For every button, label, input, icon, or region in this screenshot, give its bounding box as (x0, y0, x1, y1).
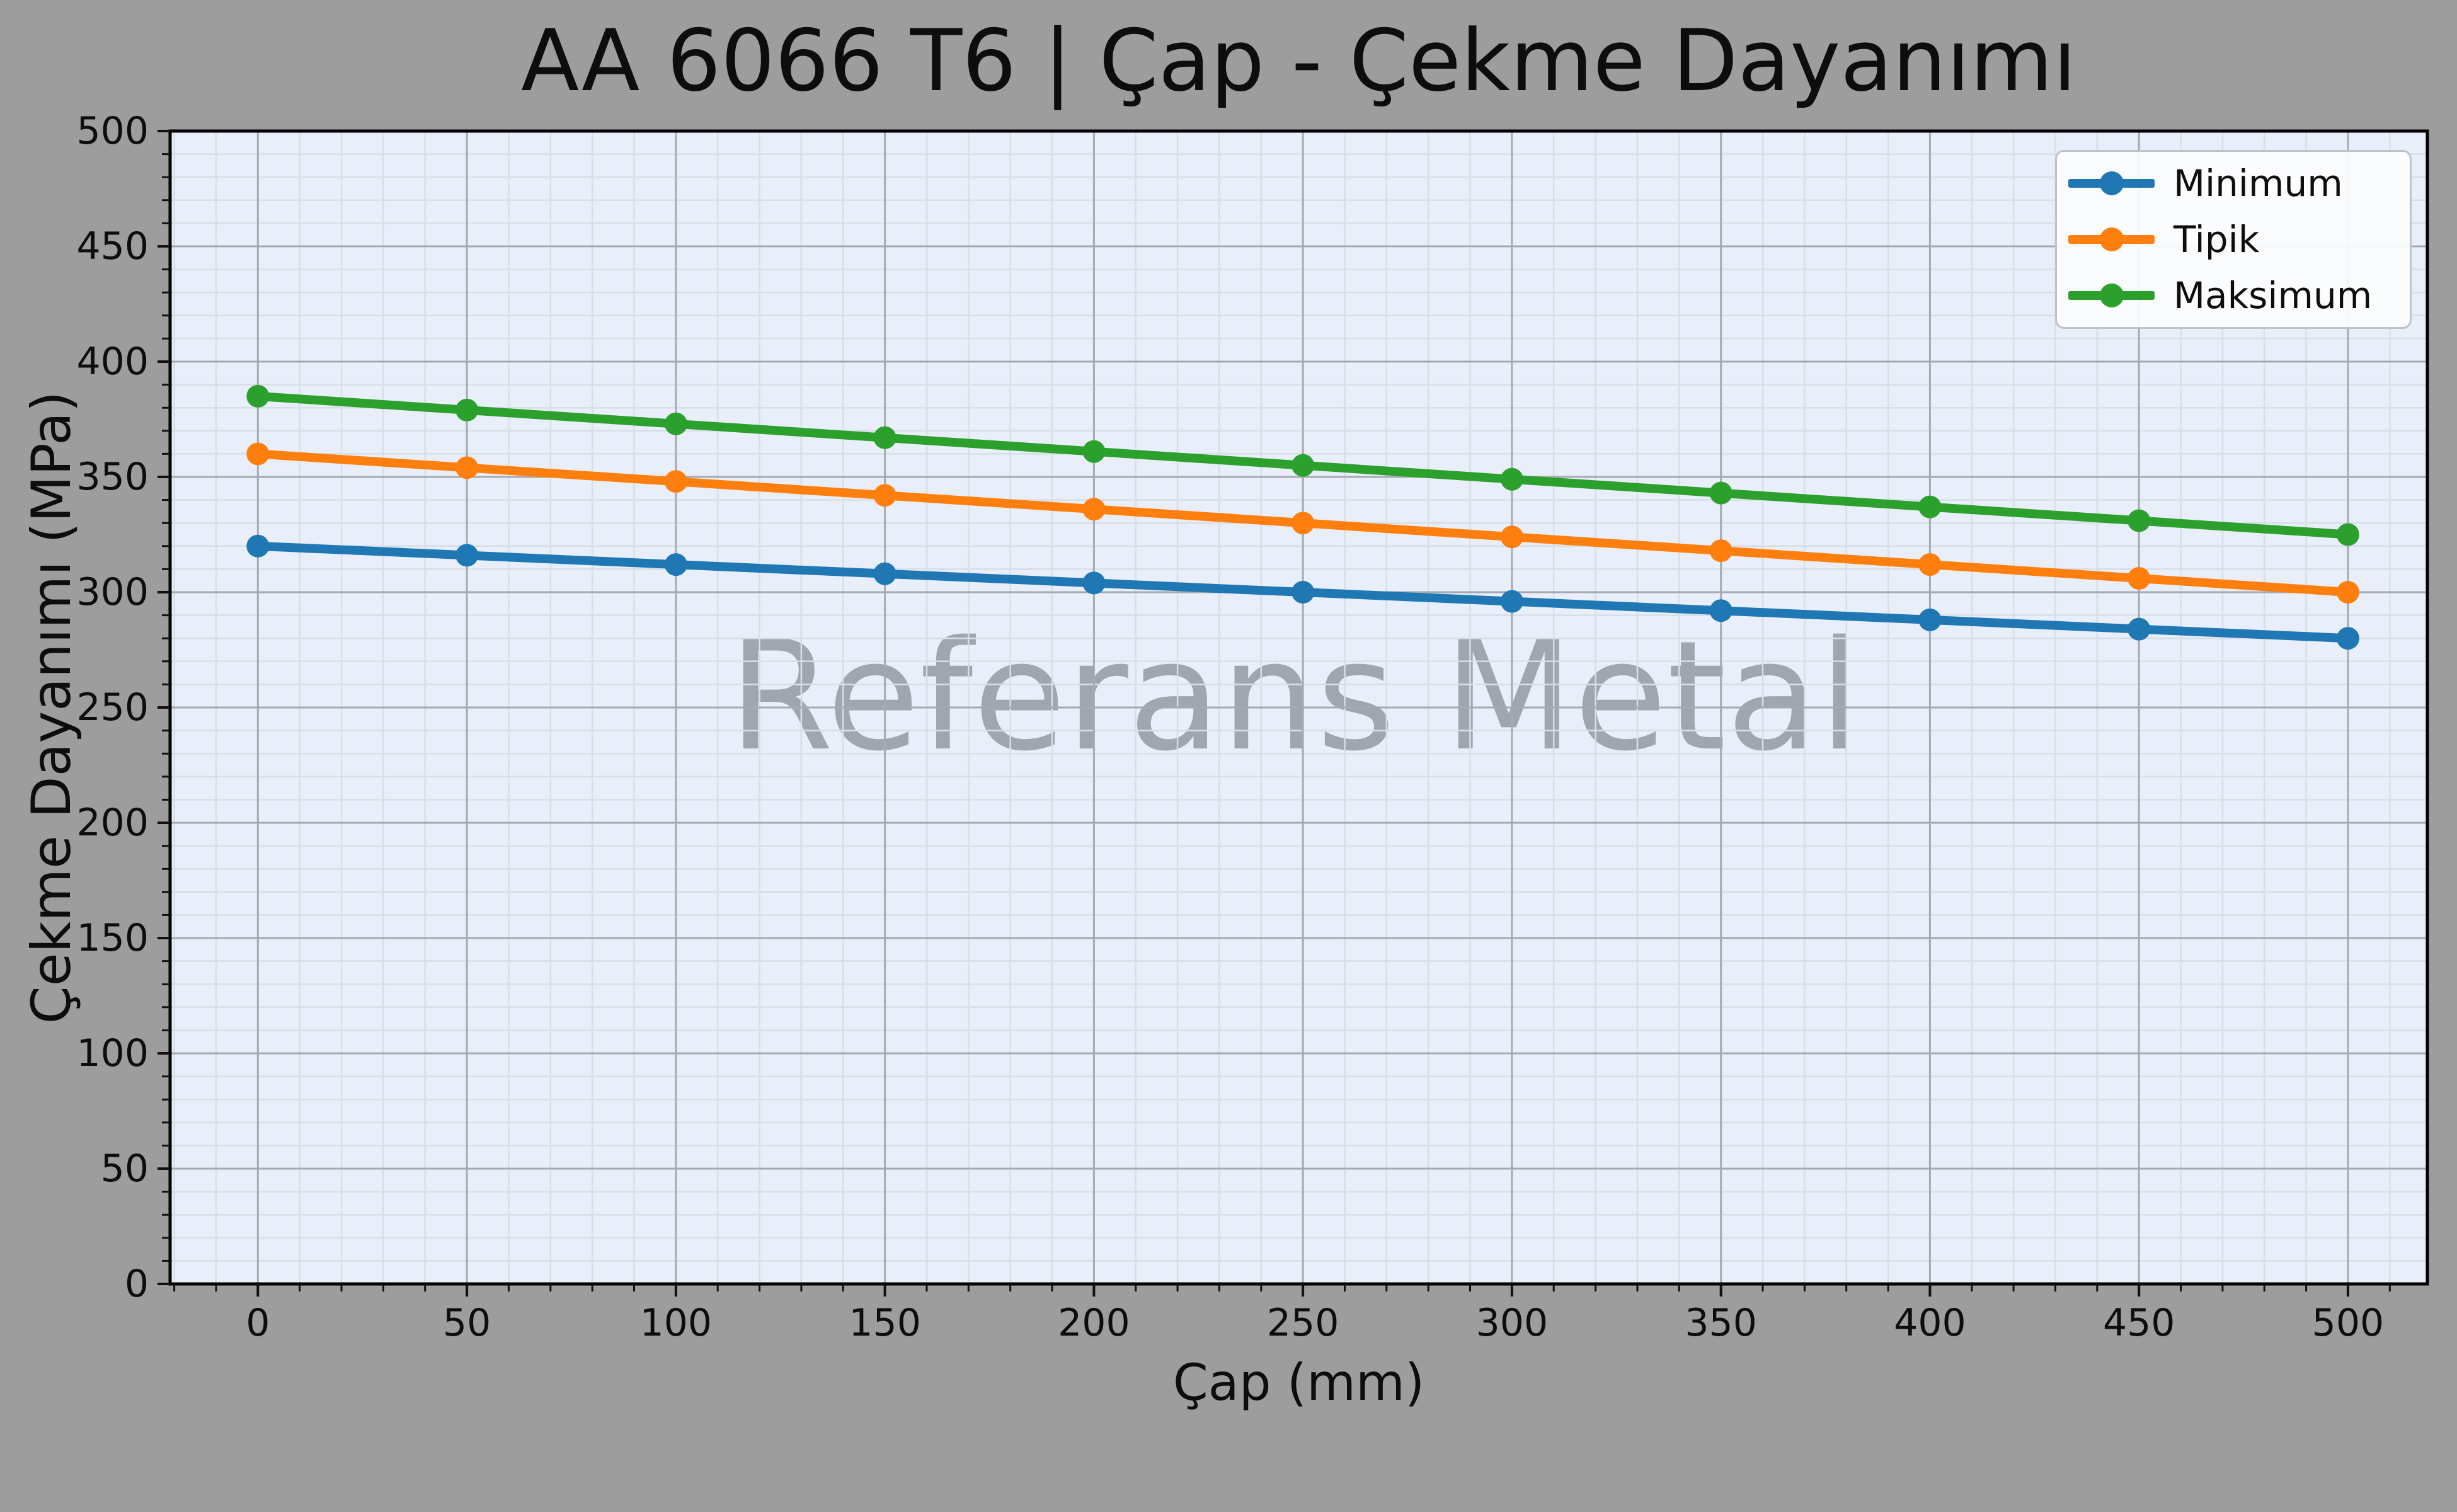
x-tick-label: 200 (1058, 1301, 1130, 1345)
x-axis-label: Çap (mm) (1172, 1353, 1425, 1412)
x-tick-label: 50 (442, 1301, 491, 1345)
y-tick-label: 250 (76, 685, 149, 730)
line-marker-icon (2068, 283, 2155, 307)
x-tick-label: 250 (1266, 1301, 1339, 1345)
legend-label: Minimum (2174, 162, 2343, 205)
x-tick-label: 0 (246, 1301, 270, 1345)
y-tick-label: 50 (100, 1147, 149, 1191)
legend-item-tipik: Tipik (2057, 212, 2410, 267)
x-tick-label: 100 (639, 1301, 713, 1345)
legend-item-maksimum: Maksimum (2057, 268, 2410, 323)
y-tick-label: 150 (76, 916, 149, 960)
x-tick-label: 300 (1475, 1301, 1549, 1345)
y-tick-label: 200 (76, 801, 149, 845)
x-tick-label: 500 (2311, 1301, 2385, 1345)
x-tick-label: 400 (1894, 1301, 1966, 1345)
y-tick-label: 100 (76, 1031, 149, 1075)
legend-item-minimum: Minimum (2057, 156, 2410, 211)
y-tick-label: 300 (76, 570, 149, 614)
circle-marker-icon (2099, 283, 2124, 307)
y-tick-label: 400 (76, 340, 149, 384)
y-tick-label: 0 (124, 1262, 149, 1306)
line-marker-icon (2068, 227, 2155, 251)
circle-marker-icon (2099, 171, 2124, 196)
circle-marker-icon (2099, 227, 2124, 251)
y-tick-label: 350 (76, 455, 149, 499)
chart-title: AA 6066 T6 | Çap - Çekme Dayanımı (520, 11, 2077, 110)
y-tick-label: 500 (76, 109, 149, 153)
x-tick-label: 450 (2102, 1301, 2175, 1345)
x-tick-label: 350 (1685, 1301, 1757, 1345)
watermark-text: Referans Metal (728, 608, 1861, 784)
legend: Minimum Tipik Maksimum (2055, 150, 2412, 329)
legend-label: Maksimum (2174, 273, 2373, 317)
x-tick-label: 150 (849, 1301, 921, 1345)
y-tick-label: 450 (76, 224, 149, 268)
legend-label: Tipik (2174, 217, 2260, 261)
line-marker-icon (2068, 171, 2155, 196)
